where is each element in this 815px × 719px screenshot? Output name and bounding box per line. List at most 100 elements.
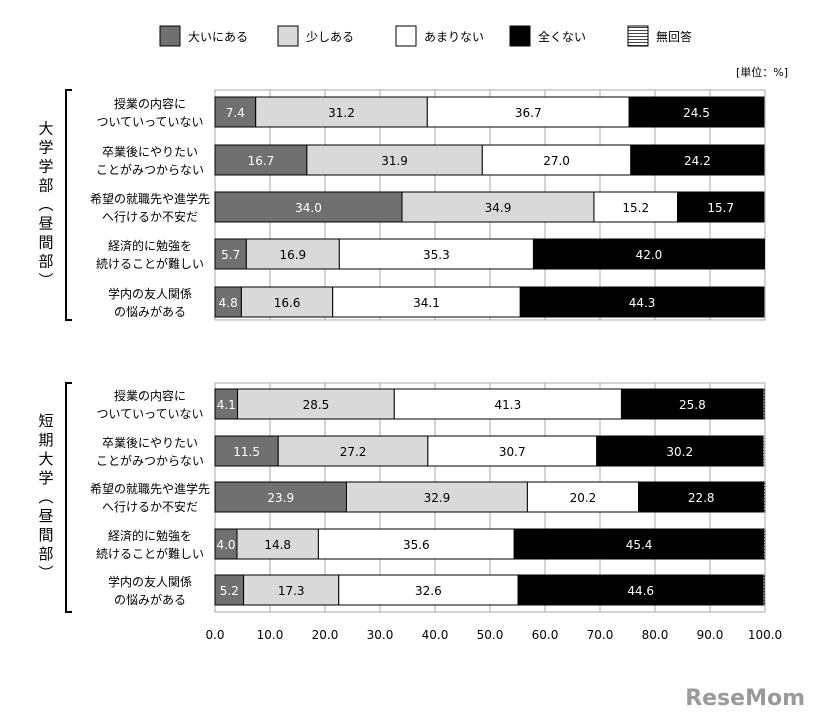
group-label-char: 昼 bbox=[38, 507, 53, 525]
group-label-char: 間 bbox=[38, 526, 53, 544]
data-label: 17.3 bbox=[278, 584, 305, 598]
data-label: 34.1 bbox=[413, 296, 440, 310]
group-label-char: 部 bbox=[38, 545, 53, 563]
data-label: 35.6 bbox=[403, 538, 430, 552]
bar-segment-あまりない bbox=[338, 574, 519, 606]
legend-label-2: あまりない bbox=[424, 30, 484, 44]
data-label: 5.7 bbox=[221, 248, 240, 262]
x-tick-label: 50.0 bbox=[477, 628, 504, 642]
category-label: 続けることが難しい bbox=[96, 546, 204, 561]
group-label-char: 大 bbox=[38, 120, 53, 138]
data-label: 34.0 bbox=[295, 201, 322, 215]
group-bracket-0 bbox=[65, 89, 72, 321]
unit-label: [単位：%] bbox=[736, 65, 788, 79]
data-label: 5.2 bbox=[220, 584, 239, 598]
x-tick-label: 30.0 bbox=[367, 628, 394, 642]
category-label: 経済的に勉強を bbox=[108, 238, 192, 253]
category-label: ことがみつからない bbox=[96, 453, 204, 468]
bar-segment-無回答 bbox=[763, 574, 765, 606]
bar-segment-全くない bbox=[628, 96, 765, 128]
data-label: 32.6 bbox=[415, 584, 442, 598]
category-label: へ行けるか不安だ bbox=[102, 209, 198, 224]
x-tick-label: 90.0 bbox=[697, 628, 724, 642]
x-tick-label: 100.0 bbox=[748, 628, 782, 642]
bar-segment-無回答 bbox=[762, 435, 765, 467]
bar-segment-少しある bbox=[277, 435, 429, 467]
data-label: 15.2 bbox=[622, 201, 649, 215]
bar-segment-無回答 bbox=[763, 481, 766, 513]
group-label-char: 学 bbox=[38, 158, 53, 176]
data-label: 4.1 bbox=[217, 398, 236, 412]
data-label: 7.4 bbox=[226, 106, 245, 120]
category-label: 授業の内容に bbox=[114, 96, 186, 111]
data-label: 24.2 bbox=[684, 154, 711, 168]
category-label: 卒業後にやりたい bbox=[102, 436, 198, 450]
data-label: 45.4 bbox=[626, 538, 653, 552]
legend-swatch-2 bbox=[395, 25, 417, 47]
bar-segment-全くない bbox=[519, 286, 765, 318]
category-label: の悩みがある bbox=[114, 592, 186, 607]
bar-segment-全くない bbox=[677, 191, 765, 223]
watermark-logo: ReseMom bbox=[685, 686, 805, 711]
bar-segment-少しある bbox=[401, 191, 595, 223]
bar-segment-大いにある bbox=[214, 286, 242, 318]
data-label: 4.8 bbox=[219, 296, 238, 310]
category-label: の悩みがある bbox=[114, 304, 186, 319]
data-label: 16.9 bbox=[279, 248, 306, 262]
group-label-char: 部 bbox=[38, 253, 53, 271]
group-label-char: ︵ bbox=[38, 196, 53, 214]
legend-swatch-1 bbox=[277, 25, 299, 47]
bar-segment-大いにある bbox=[214, 191, 403, 223]
legend-swatch-0 bbox=[159, 25, 181, 47]
data-label: 22.8 bbox=[688, 491, 715, 505]
data-label: 4.0 bbox=[216, 538, 235, 552]
x-tick-label: 20.0 bbox=[312, 628, 339, 642]
x-tick-label: 70.0 bbox=[587, 628, 614, 642]
category-label: 経済的に勉強を bbox=[108, 528, 192, 543]
bar-segment-全くない bbox=[517, 574, 764, 606]
data-label: 41.3 bbox=[495, 398, 522, 412]
data-label: 16.6 bbox=[274, 296, 301, 310]
bar-segment-少しある bbox=[243, 574, 340, 606]
x-tick-label: 0.0 bbox=[205, 628, 224, 642]
bar-segment-全くない bbox=[638, 481, 765, 513]
category-label: 学内の友人関係 bbox=[108, 574, 192, 589]
bar-segment-大いにある bbox=[214, 238, 247, 270]
category-label: 続けることが難しい bbox=[96, 256, 204, 271]
bar-segment-少しある bbox=[306, 144, 483, 176]
group-label-char: 間 bbox=[38, 234, 53, 252]
legend-swatch-4 bbox=[627, 25, 649, 47]
bar-segment-無回答 bbox=[763, 388, 765, 420]
group-label-char: ︶ bbox=[38, 272, 53, 290]
category-label: 卒業後にやりたい bbox=[102, 145, 198, 159]
x-tick-label: 80.0 bbox=[642, 628, 669, 642]
bar-segment-全くない bbox=[596, 435, 764, 467]
data-label: 30.7 bbox=[499, 445, 526, 459]
bar-segment-全くない bbox=[532, 238, 765, 270]
category-label: 学内の友人関係 bbox=[108, 286, 192, 301]
group-label-char: 大 bbox=[38, 450, 53, 468]
category-label: ついていっていない bbox=[96, 407, 203, 421]
data-label: 34.9 bbox=[485, 201, 512, 215]
legend-label-3: 全くない bbox=[538, 29, 586, 44]
legend-label-1: 少しある bbox=[306, 30, 354, 44]
bar-segment-あまりない bbox=[427, 435, 598, 467]
data-label: 14.8 bbox=[264, 538, 291, 552]
category-label: へ行けるか不安だ bbox=[102, 499, 198, 514]
data-label: 23.9 bbox=[267, 491, 294, 505]
category-label: 授業の内容に bbox=[114, 388, 186, 403]
group-label-char: 学 bbox=[38, 469, 53, 487]
data-label: 36.7 bbox=[515, 106, 542, 120]
group-label-char: ︶ bbox=[38, 564, 53, 582]
group-label-char: ︵ bbox=[38, 488, 53, 506]
data-label: 30.2 bbox=[666, 445, 693, 459]
legend-swatch-3 bbox=[509, 25, 531, 47]
category-label: 希望の就職先や進学先 bbox=[90, 191, 210, 206]
bar-segment-少しある bbox=[237, 388, 395, 420]
data-label: 16.7 bbox=[248, 154, 275, 168]
category-label: ことがみつからない bbox=[96, 162, 204, 177]
bar-segment-全くない bbox=[513, 528, 765, 560]
data-label: 27.0 bbox=[543, 154, 570, 168]
